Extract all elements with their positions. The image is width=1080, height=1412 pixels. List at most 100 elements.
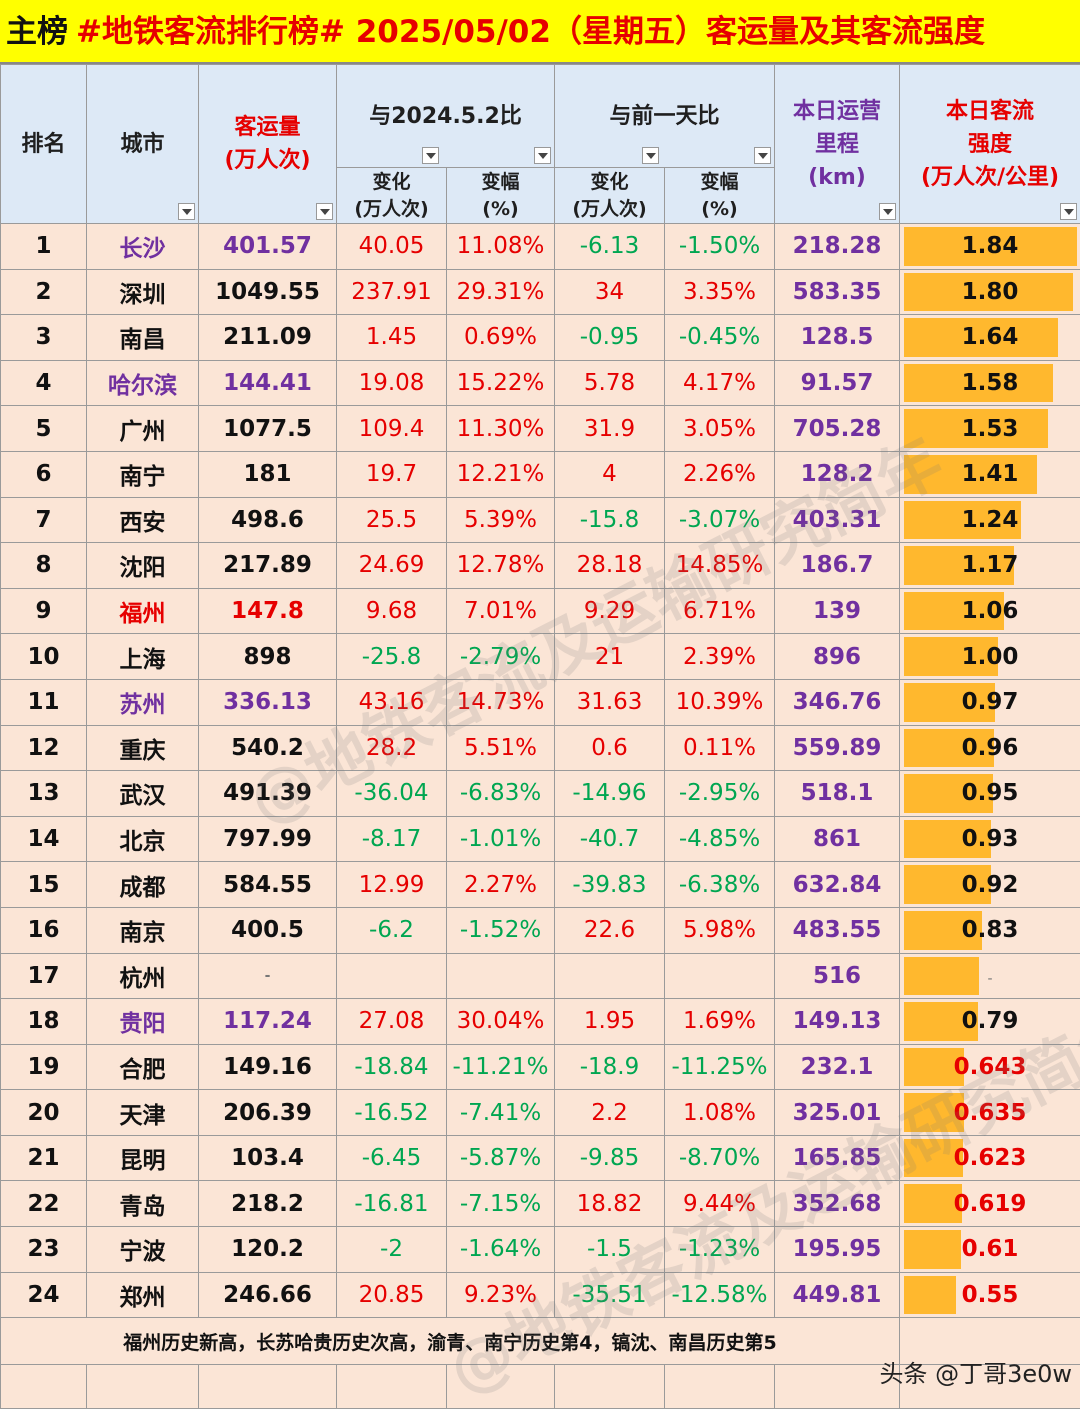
intensity-value: 1.84	[962, 233, 1019, 259]
yoy-change-cell: 237.91	[337, 269, 447, 315]
volume-cell: 1077.5	[199, 406, 337, 452]
mileage-cell: 128.5	[775, 315, 900, 361]
mileage-cell: 232.1	[775, 1044, 900, 1090]
intensity-cell: 1.17	[900, 543, 1080, 589]
dod-change-cell: 4	[555, 451, 665, 497]
intensity-value: 0.55	[962, 1282, 1019, 1308]
rank-cell: 3	[1, 315, 87, 361]
yoy-pct-cell: 12.21%	[447, 451, 555, 497]
header-city[interactable]: 城市	[87, 65, 199, 224]
city-cell: 北京	[87, 816, 199, 862]
dod-pct-cell	[665, 953, 775, 999]
yoy-change-cell: 24.69	[337, 543, 447, 589]
yoy-pct-cell: 14.73%	[447, 679, 555, 725]
filter-dropdown-icon[interactable]	[534, 147, 551, 164]
city-cell: 沈阳	[87, 543, 199, 589]
dod-change-cell	[555, 953, 665, 999]
dod-pct-cell: -1.50%	[665, 224, 775, 270]
city-cell: 杭州	[87, 953, 199, 999]
dod-pct-cell: 3.05%	[665, 406, 775, 452]
yoy-pct-cell: -7.15%	[447, 1181, 555, 1227]
rank-cell: 5	[1, 406, 87, 452]
intensity-cell: 1.00	[900, 634, 1080, 680]
volume-cell: 147.8	[199, 588, 337, 634]
volume-cell: 246.66	[199, 1272, 337, 1318]
intensity-cell: 1.84	[900, 224, 1080, 270]
yoy-pct-cell: 11.08%	[447, 224, 555, 270]
empty-cell	[87, 1365, 199, 1409]
volume-cell: 206.39	[199, 1090, 337, 1136]
mileage-cell: 705.28	[775, 406, 900, 452]
yoy-pct-cell: -1.52%	[447, 907, 555, 953]
intensity-cell: 0.96	[900, 725, 1080, 771]
intensity-cell: 0.83	[900, 907, 1080, 953]
header-vs-last-year[interactable]: 与2024.5.2比	[337, 65, 555, 168]
filter-dropdown-icon[interactable]	[879, 203, 896, 220]
page-title: 主榜#地铁客流排行榜# 2025/05/02（星期五）客运量及其客流强度	[0, 0, 1080, 64]
empty-cell	[665, 1365, 775, 1409]
yoy-pct-cell: -2.79%	[447, 634, 555, 680]
yoy-change-cell: 28.2	[337, 725, 447, 771]
header-mileage[interactable]: 本日运营 里程 (km)	[775, 65, 900, 224]
filter-dropdown-icon[interactable]	[754, 147, 771, 164]
yoy-change-cell: 12.99	[337, 862, 447, 908]
header-volume[interactable]: 客运量 (万人次)	[199, 65, 337, 224]
volume-cell: 336.13	[199, 679, 337, 725]
dod-pct-cell: 4.17%	[665, 360, 775, 406]
yoy-pct-cell: 15.22%	[447, 360, 555, 406]
mileage-cell: 195.95	[775, 1227, 900, 1273]
rank-cell: 7	[1, 497, 87, 543]
rank-cell: 24	[1, 1272, 87, 1318]
yoy-change-cell: 20.85	[337, 1272, 447, 1318]
header-vs-prev-day[interactable]: 与前一天比	[555, 65, 775, 168]
volume-cell: 181	[199, 451, 337, 497]
dod-change-cell: 22.6	[555, 907, 665, 953]
rank-cell: 2	[1, 269, 87, 315]
intensity-cell: 0.93	[900, 816, 1080, 862]
filter-dropdown-icon[interactable]	[642, 147, 659, 164]
yoy-pct-cell: -11.21%	[447, 1044, 555, 1090]
mileage-cell: 583.35	[775, 269, 900, 315]
intensity-value: 1.80	[962, 279, 1019, 305]
intensity-cell: -	[900, 953, 1080, 999]
rank-cell: 21	[1, 1135, 87, 1181]
filter-dropdown-icon[interactable]	[1060, 203, 1077, 220]
header-intensity[interactable]: 本日客流 强度 (万人次/公里)	[900, 65, 1080, 224]
volume-cell: 498.6	[199, 497, 337, 543]
city-cell: 深圳	[87, 269, 199, 315]
dod-change-cell: 28.18	[555, 543, 665, 589]
mileage-cell: 186.7	[775, 543, 900, 589]
filter-dropdown-icon[interactable]	[316, 203, 333, 220]
dod-pct-cell: 1.08%	[665, 1090, 775, 1136]
intensity-cell: 0.61	[900, 1227, 1080, 1273]
yoy-change-cell: 27.08	[337, 999, 447, 1045]
dod-change-cell: -39.83	[555, 862, 665, 908]
empty-cell	[1, 1365, 87, 1409]
mileage-cell: 483.55	[775, 907, 900, 953]
mileage-cell: 632.84	[775, 862, 900, 908]
filter-dropdown-icon[interactable]	[422, 147, 439, 164]
empty-cell	[447, 1365, 555, 1409]
mileage-cell: 218.28	[775, 224, 900, 270]
city-cell: 广州	[87, 406, 199, 452]
dod-change-cell: 21	[555, 634, 665, 680]
city-cell: 天津	[87, 1090, 199, 1136]
title-prefix: 主榜	[6, 14, 68, 50]
mileage-cell: 449.81	[775, 1272, 900, 1318]
intensity-value: 1.06	[962, 598, 1019, 624]
rank-cell: 18	[1, 999, 87, 1045]
intensity-value: 0.623	[954, 1145, 1027, 1171]
filter-dropdown-icon[interactable]	[178, 203, 195, 220]
intensity-value: 0.93	[962, 826, 1019, 852]
rank-cell: 6	[1, 451, 87, 497]
volume-cell: 584.55	[199, 862, 337, 908]
